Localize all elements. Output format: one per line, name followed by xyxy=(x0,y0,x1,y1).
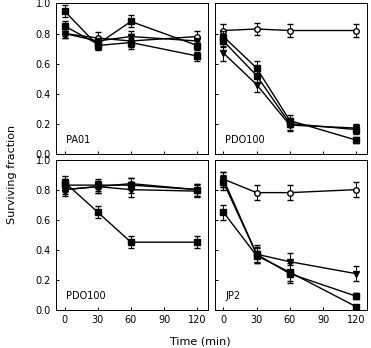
Text: JP2: JP2 xyxy=(225,291,240,301)
Text: PDO100: PDO100 xyxy=(225,135,265,144)
Text: Surviving fraction: Surviving fraction xyxy=(7,125,17,223)
Text: PDO100: PDO100 xyxy=(66,291,106,301)
Text: Time (min): Time (min) xyxy=(170,337,231,347)
Text: PA01: PA01 xyxy=(66,135,91,144)
